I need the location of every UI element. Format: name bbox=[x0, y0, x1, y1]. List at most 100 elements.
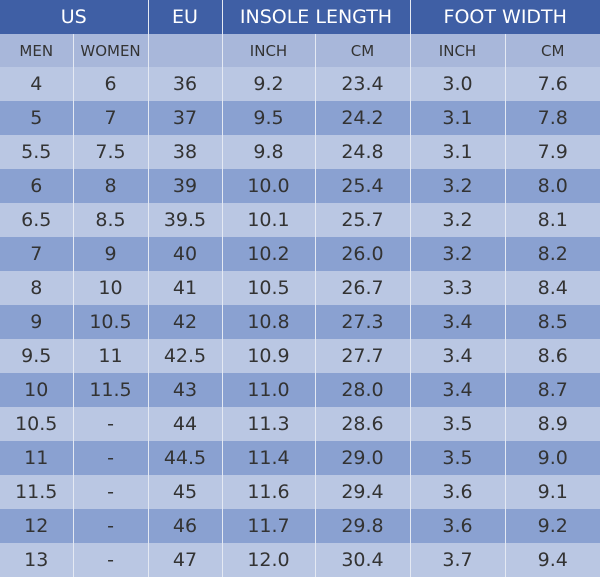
table-cell: 3.4 bbox=[409, 373, 505, 407]
table-cell: 40 bbox=[147, 237, 222, 271]
table-cell: 9.5 bbox=[221, 101, 315, 135]
table-cell: 24.2 bbox=[314, 101, 410, 135]
table-cell: 11.0 bbox=[221, 373, 315, 407]
table-cell: 41 bbox=[147, 271, 222, 305]
table-cell: 7 bbox=[72, 101, 148, 135]
header-row: US EU INSOLE LENGTH FOOT WIDTH bbox=[0, 0, 600, 34]
table-row: 4 6 36 9.2 23.4 3.0 7.6 bbox=[0, 67, 600, 101]
table-cell: 29.0 bbox=[314, 441, 410, 475]
table-cell: 10.5 bbox=[221, 271, 315, 305]
table-cell: 9.1 bbox=[504, 475, 600, 509]
table-cell: 37 bbox=[147, 101, 222, 135]
table-cell: 25.4 bbox=[314, 169, 410, 203]
table-cell: 10 bbox=[72, 271, 148, 305]
table-cell: 9.2 bbox=[504, 509, 600, 543]
table-cell: 7.5 bbox=[72, 135, 148, 169]
table-cell: 7.9 bbox=[504, 135, 600, 169]
table-cell: 27.3 bbox=[314, 305, 410, 339]
table-cell: 8 bbox=[0, 271, 73, 305]
table-cell: 29.4 bbox=[314, 475, 410, 509]
table-row: 10 11.5 43 11.0 28.0 3.4 8.7 bbox=[0, 373, 600, 407]
table-cell: 9.8 bbox=[221, 135, 315, 169]
table-cell: 10.5 bbox=[0, 407, 73, 441]
table-cell: 3.1 bbox=[409, 135, 505, 169]
table-cell: 11.3 bbox=[221, 407, 315, 441]
table-cell: 5 bbox=[0, 101, 73, 135]
table-cell: 8 bbox=[72, 169, 148, 203]
table-cell: 39.5 bbox=[147, 203, 222, 237]
table-cell: 24.8 bbox=[314, 135, 410, 169]
table-cell: 10 bbox=[0, 373, 73, 407]
table-cell: 3.6 bbox=[409, 475, 505, 509]
table-cell: 4 bbox=[0, 67, 73, 101]
table-cell: - bbox=[72, 543, 148, 577]
table-cell: 13 bbox=[0, 543, 73, 577]
table-row: 12-46 11.7 29.8 3.6 9.2 bbox=[0, 509, 600, 543]
table-cell: 28.6 bbox=[314, 407, 410, 441]
table-cell: - bbox=[72, 475, 148, 509]
table-cell: 44.5 bbox=[147, 441, 222, 475]
table-cell: 26.7 bbox=[314, 271, 410, 305]
table-cell: 3.7 bbox=[409, 543, 505, 577]
table-cell: 8.4 bbox=[504, 271, 600, 305]
sub-header: MEN bbox=[0, 34, 73, 67]
table-cell: 9.5 bbox=[0, 339, 73, 373]
table-cell: 3.0 bbox=[409, 67, 505, 101]
table-cell: 9.0 bbox=[504, 441, 600, 475]
table-cell: 3.1 bbox=[409, 101, 505, 135]
table-row: 6 8 39 10.0 25.4 3.2 8.0 bbox=[0, 169, 600, 203]
table-cell: 11 bbox=[72, 339, 148, 373]
table-cell: 28.0 bbox=[314, 373, 410, 407]
table-cell: 45 bbox=[147, 475, 222, 509]
table-cell: 3.5 bbox=[409, 441, 505, 475]
table-row: 13-47 12.0 30.4 3.7 9.4 bbox=[0, 543, 600, 577]
table-row: 11.5-45 11.6 29.4 3.6 9.1 bbox=[0, 475, 600, 509]
table-cell: 3.4 bbox=[409, 305, 505, 339]
table-cell: 10.1 bbox=[221, 203, 315, 237]
table-cell: 11 bbox=[0, 441, 73, 475]
table-cell: 42 bbox=[147, 305, 222, 339]
table-cell: 3.3 bbox=[409, 271, 505, 305]
group-header: FOOT WIDTH bbox=[409, 0, 600, 34]
table-cell: 10.9 bbox=[221, 339, 315, 373]
table-cell: 42.5 bbox=[147, 339, 222, 373]
sub-header bbox=[147, 34, 222, 67]
group-header: US bbox=[0, 0, 148, 34]
table-cell: 6.5 bbox=[0, 203, 73, 237]
table-cell: 8.7 bbox=[504, 373, 600, 407]
sub-header: INCH bbox=[221, 34, 315, 67]
table-cell: 43 bbox=[147, 373, 222, 407]
group-header: EU bbox=[147, 0, 222, 34]
table-cell: 44 bbox=[147, 407, 222, 441]
table-cell: 23.4 bbox=[314, 67, 410, 101]
table-cell: 8.9 bbox=[504, 407, 600, 441]
group-header: INSOLE LENGTH bbox=[221, 0, 410, 34]
table-cell: 8.6 bbox=[504, 339, 600, 373]
table-row: 9.5 11 42.5 10.9 27.7 3.4 8.6 bbox=[0, 339, 600, 373]
table-cell: 11.6 bbox=[221, 475, 315, 509]
table-cell: 6 bbox=[0, 169, 73, 203]
table-row: 5.5 7.5 38 9.8 24.8 3.1 7.9 bbox=[0, 135, 600, 169]
table-cell: 3.2 bbox=[409, 169, 505, 203]
sub-header: CM bbox=[504, 34, 600, 67]
table-cell: 10.8 bbox=[221, 305, 315, 339]
table-cell: 46 bbox=[147, 509, 222, 543]
table-cell: 3.5 bbox=[409, 407, 505, 441]
table-cell: 38 bbox=[147, 135, 222, 169]
table-cell: - bbox=[72, 509, 148, 543]
table-cell: 11.7 bbox=[221, 509, 315, 543]
subheader-row: MEN WOMEN INCH CM INCH CM bbox=[0, 34, 600, 67]
table-cell: 9 bbox=[0, 305, 73, 339]
table-cell: 3.2 bbox=[409, 237, 505, 271]
sub-header: WOMEN bbox=[72, 34, 148, 67]
table-cell: 39 bbox=[147, 169, 222, 203]
table-cell: 36 bbox=[147, 67, 222, 101]
table-cell: 8.2 bbox=[504, 237, 600, 271]
table-row: 9 10.5 42 10.8 27.3 3.4 8.5 bbox=[0, 305, 600, 339]
table-row: 8 10 41 10.5 26.7 3.3 8.4 bbox=[0, 271, 600, 305]
table-row: 6.5 8.5 39.5 10.1 25.7 3.2 8.1 bbox=[0, 203, 600, 237]
table-cell: 3.6 bbox=[409, 509, 505, 543]
table-cell: 10.5 bbox=[72, 305, 148, 339]
